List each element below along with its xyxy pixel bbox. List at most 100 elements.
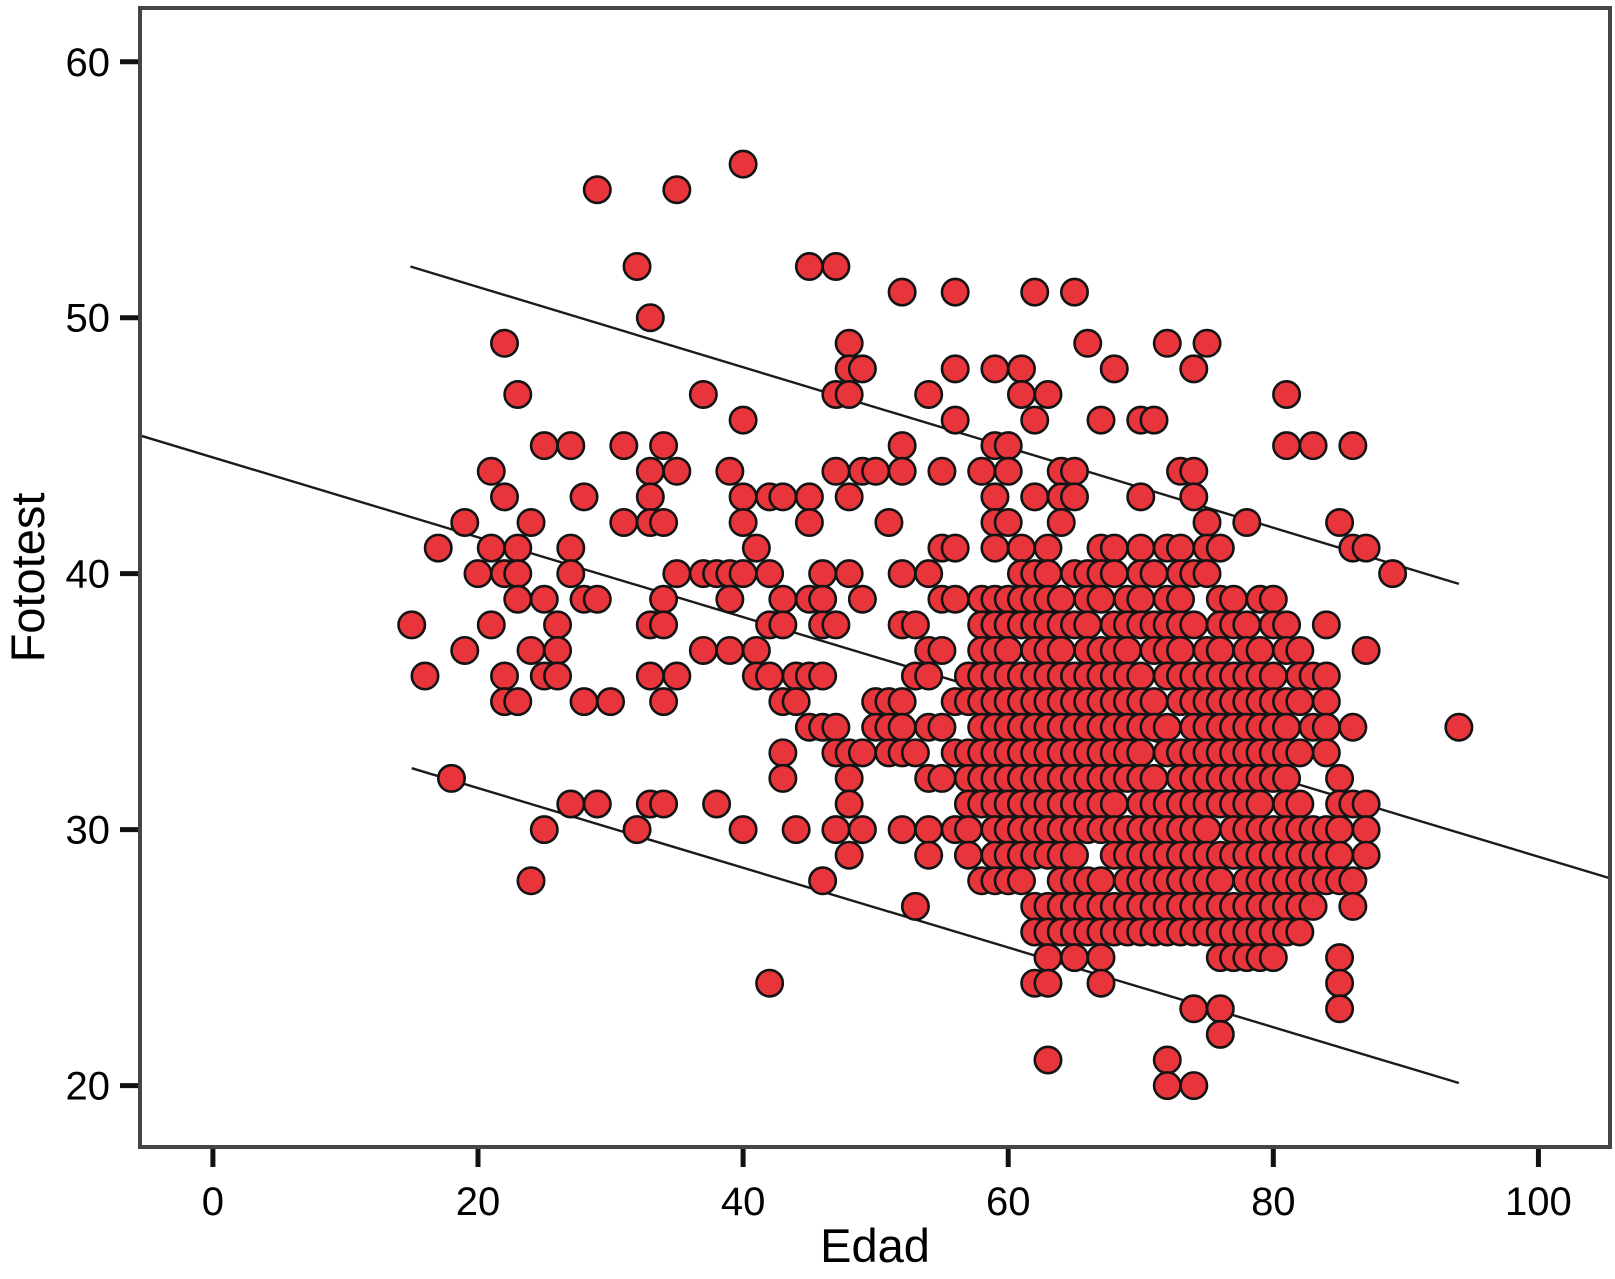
data-point — [1338, 891, 1368, 921]
data-point — [1232, 610, 1262, 640]
data-point — [1444, 712, 1474, 742]
data-point — [1059, 456, 1089, 486]
data-point — [1285, 687, 1315, 717]
data-point — [821, 456, 851, 486]
data-point — [1325, 840, 1355, 870]
data-point — [1033, 968, 1063, 998]
y-tick-label: 40 — [66, 553, 111, 597]
x-tick-label: 20 — [456, 1180, 501, 1224]
data-point — [423, 533, 453, 563]
data-point — [728, 482, 758, 512]
data-point — [741, 533, 771, 563]
data-point — [887, 277, 917, 307]
data-point — [1338, 712, 1368, 742]
data-point — [1033, 943, 1063, 973]
data-point — [1325, 968, 1355, 998]
data-point — [980, 533, 1010, 563]
plot-border — [138, 6, 1612, 1149]
data-point — [1139, 405, 1169, 435]
data-point — [887, 712, 917, 742]
data-point — [1285, 917, 1315, 947]
data-point — [1086, 866, 1116, 896]
data-point — [1046, 507, 1076, 537]
data-point — [1325, 815, 1355, 845]
data-point — [622, 252, 652, 282]
data-point — [755, 968, 785, 998]
data-point — [847, 584, 877, 614]
fit-lines — [139, 265, 1611, 1085]
data-point — [1272, 712, 1302, 742]
data-point — [834, 379, 864, 409]
data-point — [1325, 943, 1355, 973]
data-point — [1006, 866, 1036, 896]
data-point — [1258, 661, 1288, 691]
data-point — [1311, 610, 1341, 640]
data-point — [953, 815, 983, 845]
data-point — [649, 431, 679, 461]
data-point — [1020, 277, 1050, 307]
data-point — [1285, 635, 1315, 665]
data-point — [463, 559, 493, 589]
data-point — [834, 482, 864, 512]
data-point — [887, 431, 917, 461]
scatter-points — [397, 149, 1474, 1101]
data-point — [1325, 507, 1355, 537]
data-point — [1006, 379, 1036, 409]
data-point — [914, 379, 944, 409]
data-point — [1006, 354, 1036, 384]
x-tick-label: 100 — [1505, 1180, 1572, 1224]
data-point — [569, 687, 599, 717]
data-point — [900, 610, 930, 640]
data-point — [1033, 533, 1063, 563]
data-point — [1086, 968, 1116, 998]
data-point — [1086, 943, 1116, 973]
data-point — [516, 866, 546, 896]
data-point — [609, 431, 639, 461]
y-tick-label: 30 — [66, 809, 111, 853]
y-tick-label: 50 — [66, 297, 111, 341]
data-point — [900, 891, 930, 921]
data-point — [1245, 789, 1275, 819]
data-point — [1272, 431, 1302, 461]
data-point — [940, 405, 970, 435]
data-point — [914, 559, 944, 589]
data-point — [490, 328, 520, 358]
data-point — [728, 507, 758, 537]
data-point — [808, 559, 838, 589]
x-axis-title: Edad — [820, 1219, 930, 1272]
data-point — [662, 456, 692, 486]
data-point — [1351, 840, 1381, 870]
data-point — [993, 507, 1023, 537]
data-point — [834, 789, 864, 819]
data-point — [861, 456, 891, 486]
data-point — [635, 303, 665, 333]
data-point — [543, 661, 573, 691]
data-point — [768, 584, 798, 614]
data-point — [1232, 507, 1262, 537]
data-point — [1099, 354, 1129, 384]
data-point — [993, 635, 1023, 665]
y-axis-title: Fototest — [1, 493, 54, 663]
data-point — [887, 456, 917, 486]
data-point — [808, 866, 838, 896]
data-point — [1311, 687, 1341, 717]
data-point — [755, 661, 785, 691]
data-point — [1179, 610, 1209, 640]
data-point — [1099, 789, 1129, 819]
data-point — [768, 738, 798, 768]
data-point — [847, 738, 877, 768]
data-point — [688, 379, 718, 409]
data-point — [1166, 635, 1196, 665]
data-point — [1126, 738, 1156, 768]
data-point — [914, 840, 944, 870]
data-point — [1311, 738, 1341, 768]
data-point — [1020, 405, 1050, 435]
data-point — [1311, 661, 1341, 691]
data-point — [490, 661, 520, 691]
data-point — [503, 533, 533, 563]
data-point — [821, 252, 851, 282]
data-point — [1351, 533, 1381, 563]
data-point — [967, 456, 997, 486]
data-point — [728, 149, 758, 179]
